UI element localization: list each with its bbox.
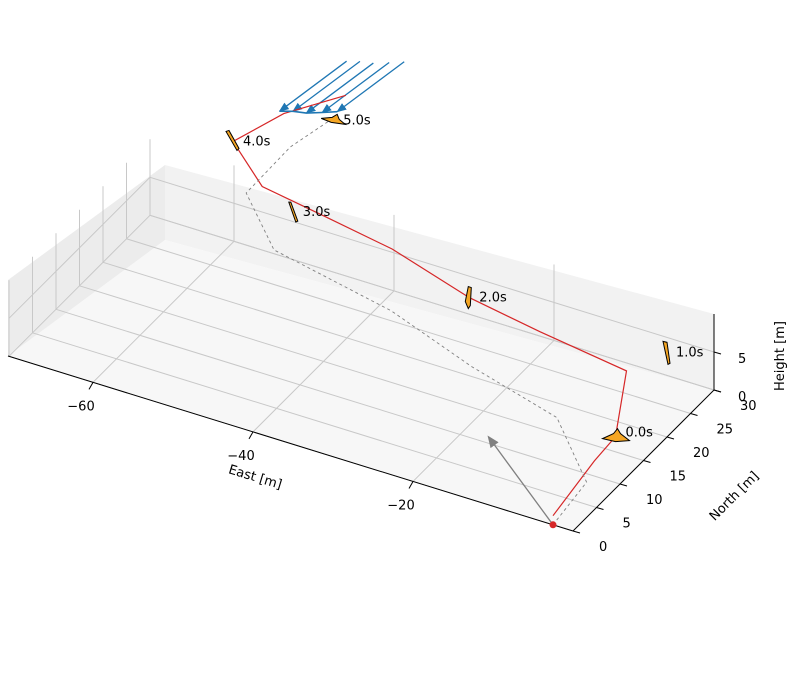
time-label: 1.0s: [676, 345, 704, 360]
aircraft-glyph: [321, 113, 347, 126]
aircraft-snapshot: [321, 113, 347, 126]
x-tick-label: −20: [387, 498, 414, 513]
x-tick-mark: [88, 382, 94, 390]
gridline-height: [8, 176, 715, 353]
series-line: [279, 110, 338, 114]
axes-panes: [8, 165, 714, 531]
time-label: 2.0s: [479, 291, 507, 306]
y-tick-label: 10: [646, 493, 663, 508]
wind-vector: [292, 60, 361, 112]
y-tick-label: 30: [740, 399, 757, 414]
aircraft-snapshot: [662, 340, 671, 366]
start-marker: [549, 521, 557, 529]
y-tick-label: 0: [599, 540, 607, 555]
x-tick-mark: [248, 431, 254, 440]
aircraft-glyph: [288, 201, 299, 223]
time-label: 3.0s: [303, 205, 331, 220]
wind-vector: [321, 61, 390, 114]
y-tick-mark: [643, 460, 651, 463]
gridline-height: [8, 214, 715, 391]
grid: [8, 139, 715, 532]
time-label: 5.0s: [343, 113, 371, 128]
z-tick-mark: [713, 351, 722, 355]
y-tick-label: 15: [670, 470, 687, 485]
aircraft-snapshot: [464, 285, 472, 310]
y-tick-mark: [666, 436, 675, 440]
x-tick-label: −60: [67, 399, 94, 414]
side-pane-yz: [8, 165, 165, 356]
aircraft-snapshot: [225, 129, 240, 152]
annotations: 0.0s 1.0s 2.0s 3.0s 4.0s 5.0s: [225, 113, 704, 443]
x-axis-line: [7, 355, 574, 532]
time-label: 4.0s: [243, 134, 271, 149]
wind-vector: [278, 60, 347, 112]
z-tick-mark: [713, 389, 722, 393]
y-tick-label: 5: [623, 517, 631, 532]
heading-arrow: [487, 435, 554, 526]
z-tick-label: 0: [738, 390, 746, 405]
aircraft-glyph: [600, 427, 631, 443]
y-tick-label: 20: [693, 446, 710, 461]
y-axis-label: North [m]: [707, 469, 762, 524]
series-line: [245, 120, 588, 526]
x-tick-label: −40: [227, 449, 254, 464]
aircraft-glyph: [225, 129, 240, 152]
y-tick-mark: [690, 413, 698, 416]
y-tick-label: 25: [717, 423, 734, 438]
aircraft-snapshot: [288, 201, 299, 223]
y-tick-mark: [596, 507, 604, 510]
x-axis-label: East [m]: [227, 462, 284, 492]
wind-vector: [336, 61, 405, 113]
aircraft-snapshot: [600, 427, 631, 443]
wind-vector: [305, 62, 374, 114]
aircraft-glyph: [662, 340, 671, 366]
x-tick-mark: [408, 481, 414, 489]
y-tick-mark: [619, 483, 628, 487]
z-axis-label: Height [m]: [773, 321, 788, 391]
z-tick-label: 5: [738, 352, 746, 367]
time-label: 0.0s: [626, 426, 654, 441]
aircraft-glyph: [464, 285, 472, 310]
back-pane-xz: [165, 165, 714, 390]
y-tick-mark: [572, 530, 581, 534]
